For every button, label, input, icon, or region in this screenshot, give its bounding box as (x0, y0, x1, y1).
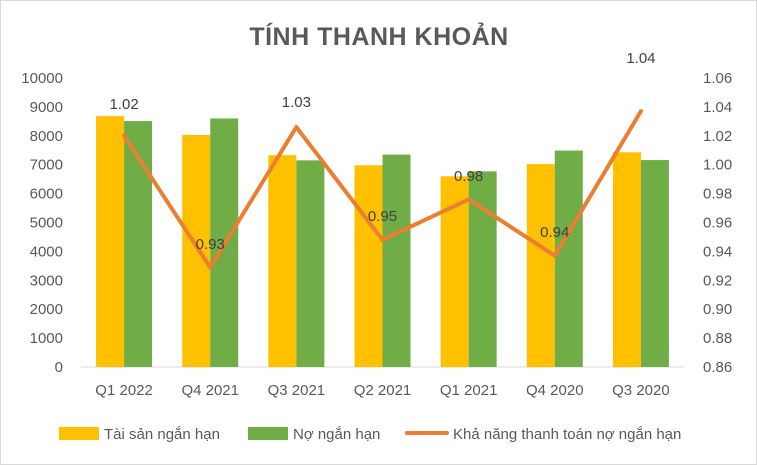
data-labels-group: 1.02 0.93 1.03 0.95 0.98 0.94 1.04 (109, 50, 655, 253)
bar-assets (182, 134, 211, 367)
left-axis-tick: 3000 (30, 272, 63, 289)
bar-assets (526, 164, 555, 367)
ratio-data-label: 0.94 (540, 224, 569, 241)
right-y-axis: 0.86 0.88 0.90 0.92 0.94 0.96 0.98 1.00 1.02 1.04… (703, 70, 732, 376)
legend-swatch-assets (59, 427, 99, 440)
ratio-data-label: 1.03 (282, 94, 311, 111)
left-axis-tick: 0 (55, 359, 63, 376)
left-axis-tick: 4000 (30, 243, 63, 260)
right-axis-tick: 0.98 (703, 186, 732, 203)
x-axis-tick: Q3 2021 (268, 382, 326, 399)
left-axis-tick: 1000 (30, 330, 63, 347)
x-axis-tick: Q1 2021 (440, 382, 498, 399)
right-axis-tick: 1.04 (703, 99, 732, 116)
left-axis-tick: 6000 (30, 186, 63, 203)
ratio-point (122, 133, 127, 138)
left-y-axis: 0 1000 2000 3000 4000 5000 6000 7000 8000 9000 100… (21, 70, 63, 376)
ratio-point (466, 197, 471, 202)
bar-assets (354, 165, 383, 367)
ratio-line-group (122, 109, 643, 270)
x-axis-tick: Q4 2021 (181, 382, 239, 399)
left-axis-tick: 7000 (30, 157, 63, 174)
bar-liabilities (640, 160, 669, 367)
ratio-data-label: 0.95 (368, 208, 397, 225)
bars-group (96, 116, 669, 368)
left-axis-tick: 5000 (30, 215, 63, 232)
x-axis-tick: Q3 2020 (612, 382, 670, 399)
right-axis-tick: 0.92 (703, 272, 732, 289)
legend: Tài sản ngắn hạn Nợ ngắn hạn Khả năng th… (59, 426, 681, 443)
legend-label-assets: Tài sản ngắn hạn (104, 426, 220, 443)
left-axis-tick: 8000 (30, 128, 63, 145)
bar-liabilities (124, 121, 153, 367)
right-axis-tick: 1.02 (703, 128, 732, 145)
ratio-point (638, 109, 643, 114)
right-axis-tick: 0.88 (703, 330, 732, 347)
left-axis-tick: 10000 (21, 70, 63, 87)
bar-liabilities (382, 154, 411, 367)
legend-swatch-liabilities (248, 427, 288, 440)
bar-assets (268, 155, 297, 367)
ratio-point (208, 265, 213, 270)
ratio-point (294, 125, 299, 130)
ratio-data-label: 1.02 (109, 96, 138, 113)
right-axis-tick: 1.00 (703, 157, 732, 174)
right-axis-tick: 0.94 (703, 243, 732, 260)
x-axis-tick: Q2 2021 (354, 382, 412, 399)
x-axis: Q1 2022 Q4 2021 Q3 2021 Q2 2021 Q1 2021 Q4 20… (95, 382, 669, 399)
right-axis-tick: 1.06 (703, 70, 732, 87)
bar-liabilities (296, 160, 325, 367)
x-axis-tick: Q1 2022 (95, 382, 153, 399)
bar-assets (612, 152, 641, 367)
legend-label-liabilities: Nợ ngắn hạn (293, 426, 380, 443)
left-axis-tick: 9000 (30, 99, 63, 116)
bar-liabilities (554, 150, 583, 367)
bar-assets (96, 116, 125, 367)
left-axis-tick: 2000 (30, 301, 63, 318)
right-axis-tick: 0.86 (703, 359, 732, 376)
right-axis-tick: 0.90 (703, 301, 732, 318)
x-axis-tick: Q4 2020 (526, 382, 584, 399)
legend-label-ratio: Khả năng thanh toán nợ ngắn hạn (453, 426, 681, 443)
ratio-data-label: 0.93 (196, 236, 225, 253)
ratio-data-label: 1.04 (626, 50, 655, 67)
ratio-point (380, 237, 385, 242)
ratio-data-label: 0.98 (454, 168, 483, 185)
right-axis-tick: 0.96 (703, 215, 732, 232)
ratio-point (552, 253, 557, 258)
chart-title: TÍNH THANH KHOẢN (249, 21, 508, 51)
